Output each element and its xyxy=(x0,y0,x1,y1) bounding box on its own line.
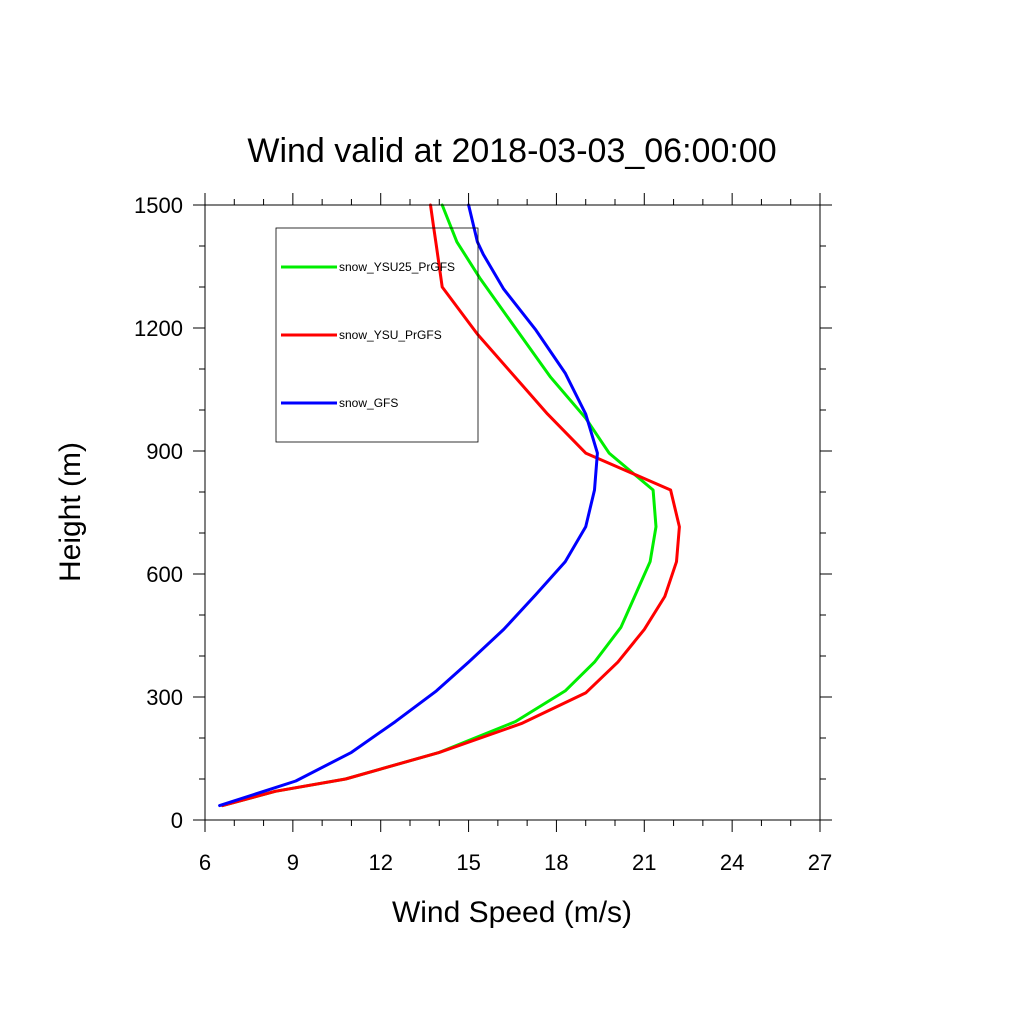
legend: snow_YSU25_PrGFS snow_YSU_PrGFS snow_GFS xyxy=(275,227,479,443)
plot-frame xyxy=(204,204,821,821)
x-tick-label: 24 xyxy=(720,850,744,875)
y-tick-label: 900 xyxy=(146,439,183,464)
legend-label-snow_YSU_PrGFS: snow_YSU_PrGFS xyxy=(339,328,442,342)
legend-label-snow_YSU25_PrGFS: snow_YSU25_PrGFS xyxy=(339,260,455,274)
series-line-snow_GFS xyxy=(218,203,599,808)
chart-title: Wind valid at 2018-03-03_06:00:00 xyxy=(247,132,776,170)
y-tick-label: 1500 xyxy=(134,193,183,218)
x-tick-label: 21 xyxy=(632,850,656,875)
x-tick-label: 18 xyxy=(544,850,568,875)
legend-box xyxy=(275,227,479,443)
y-tick-label: 1200 xyxy=(134,316,183,341)
y-tick-label: 600 xyxy=(146,562,183,587)
x-axis-label: Wind Speed (m/s) xyxy=(392,896,632,929)
x-tick-label: 6 xyxy=(199,850,211,875)
x-tick-label: 15 xyxy=(456,850,480,875)
series-line-snow_YSU_PrGFS xyxy=(221,203,681,808)
y-axis-label: Height (m) xyxy=(54,442,87,582)
y-tick-label: 300 xyxy=(146,685,183,710)
legend-label-snow_GFS: snow_GFS xyxy=(339,396,398,410)
x-tick-label: 12 xyxy=(368,850,392,875)
x-tick-label: 9 xyxy=(287,850,299,875)
x-tick-label: 27 xyxy=(808,850,832,875)
y-tick-label: 0 xyxy=(171,808,183,833)
